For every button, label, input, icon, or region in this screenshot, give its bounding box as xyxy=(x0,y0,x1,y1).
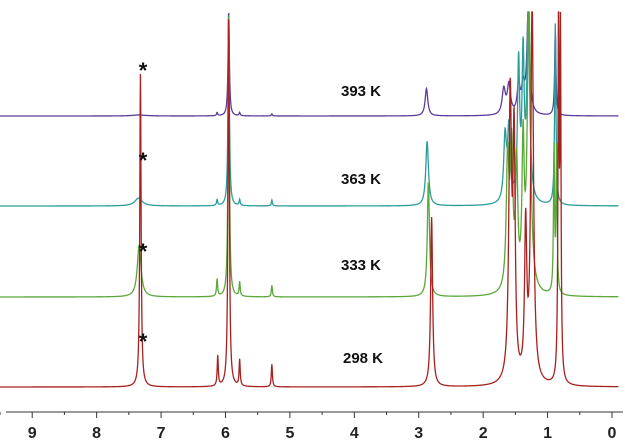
series-label-333-k: 333 K xyxy=(341,257,381,274)
x-tick-label: 9 xyxy=(28,425,37,442)
series-label-393-k: 393 K xyxy=(341,83,381,100)
spectrum-trace-333-k xyxy=(0,11,619,298)
x-tick-label: 1 xyxy=(543,425,552,442)
spectrum-trace-298-k xyxy=(0,11,619,388)
x-tick-label: 7 xyxy=(157,425,166,442)
series-label-298-k: 298 K xyxy=(343,350,383,367)
x-axis: 9 8 7 6 5 4 3 2 1 0 xyxy=(0,411,623,442)
x-tick-label: 6 xyxy=(221,425,230,442)
asterisk-marker: * xyxy=(139,58,148,83)
x-tick-label: 8 xyxy=(92,425,101,442)
x-tick-label: 4 xyxy=(350,425,359,442)
x-tick-label: 0 xyxy=(608,425,617,442)
x-tick-label: 5 xyxy=(285,425,294,442)
x-tick-label: 3 xyxy=(414,425,423,442)
spectrum-trace-393-k xyxy=(0,11,619,117)
asterisk-marker: * xyxy=(139,148,148,173)
asterisk-marker: * xyxy=(139,239,148,264)
x-tick-label: 2 xyxy=(479,425,488,442)
labels-layer: 393 K * 363 K * 333 K * 298 K * xyxy=(139,58,383,367)
series-label-363-k: 363 K xyxy=(341,171,381,188)
spectra-layer xyxy=(0,11,619,388)
asterisk-marker: * xyxy=(139,329,148,354)
